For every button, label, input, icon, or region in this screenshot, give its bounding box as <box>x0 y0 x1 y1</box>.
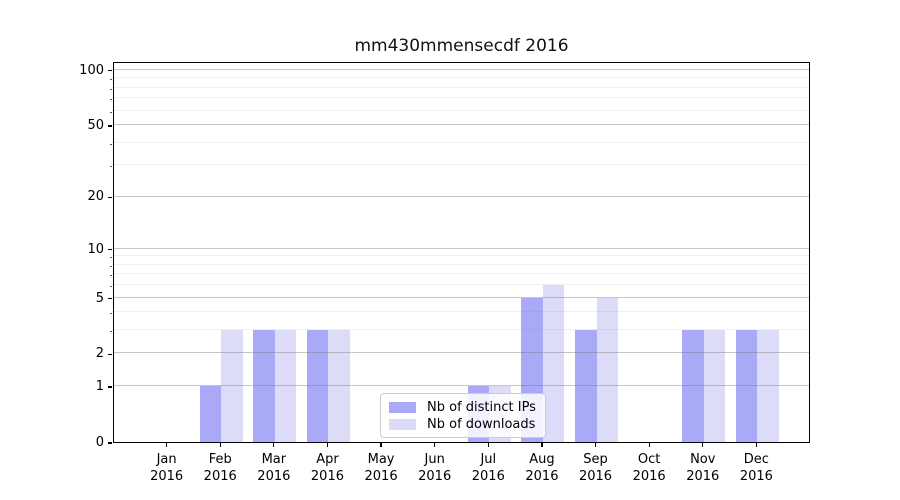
y-axis-minor-tick <box>109 111 112 113</box>
legend-swatch-distinct-ips <box>389 401 416 413</box>
x-axis-tick <box>594 443 597 447</box>
y-axis-tick-label: 2 <box>95 346 104 362</box>
x-axis-tick-label: Jul 2016 <box>471 452 505 484</box>
bar-nb-of-distinct-ips <box>575 330 597 442</box>
y-axis-tick-label: 1 <box>95 379 104 395</box>
y-axis-minor-tick <box>109 275 112 277</box>
x-axis-tick-label: Mar 2016 <box>257 452 291 484</box>
bar-nb-of-distinct-ips <box>253 330 275 442</box>
x-axis-tick <box>219 443 221 447</box>
bar-nb-of-downloads <box>328 330 350 442</box>
x-axis-tick-label: Nov 2016 <box>686 452 720 484</box>
x-axis-tick <box>755 443 758 447</box>
y-axis-minor-tick <box>109 99 112 101</box>
y-axis-minor-tick <box>109 313 112 315</box>
bar-nb-of-downloads <box>703 330 726 442</box>
y-axis-tick-label: 5 <box>95 290 104 306</box>
legend: Nb of distinct IPs Nb of downloads <box>380 393 546 438</box>
x-axis-tick <box>487 443 489 447</box>
legend-item-downloads: Nb of downloads <box>389 416 537 432</box>
y-axis-tick-label: 0 <box>95 435 104 450</box>
x-axis-tick-label: Jun 2016 <box>418 452 452 484</box>
x-axis-tick-label: Sep 2016 <box>578 452 613 484</box>
bar-nb-of-distinct-ips <box>682 330 704 442</box>
y-axis-tick <box>108 442 112 444</box>
x-axis-tick <box>326 443 329 447</box>
bar-nb-of-downloads <box>757 330 779 442</box>
legend-item-distinct-ips: Nb of distinct IPs <box>389 399 537 415</box>
y-axis-tick <box>108 196 112 199</box>
x-axis-tick <box>380 443 382 447</box>
bar-nb-of-downloads <box>542 285 565 442</box>
y-axis-tick-label: 20 <box>87 189 104 205</box>
y-axis-tick <box>108 353 112 356</box>
y-axis-tick-label: 100 <box>79 62 104 78</box>
x-axis-tick-label: Dec 2016 <box>739 452 773 484</box>
x-axis-tick-label: Oct 2016 <box>632 452 666 484</box>
bar-nb-of-downloads <box>221 330 243 442</box>
y-axis-minor-tick <box>109 331 112 333</box>
x-axis-tick <box>434 443 436 447</box>
y-axis-minor-tick <box>109 88 112 90</box>
y-axis-minor-tick <box>109 286 112 288</box>
x-axis-tick-label: May 2016 <box>364 452 398 484</box>
y-axis-minor-tick <box>109 265 112 267</box>
y-axis-minor-tick <box>109 257 112 259</box>
y-axis-minor-tick <box>109 79 112 81</box>
bar-nb-of-distinct-ips <box>199 386 222 442</box>
bars-layer <box>114 63 809 442</box>
y-axis-minor-tick <box>109 143 112 145</box>
x-axis-tick <box>702 443 704 447</box>
chart-title: mm430mmensecdf 2016 <box>354 36 569 56</box>
plot-area: Nb of distinct IPs Nb of downloads <box>113 62 810 443</box>
y-axis-minor-tick <box>109 166 112 168</box>
y-axis-tick <box>108 297 112 300</box>
x-axis-tick <box>648 443 650 447</box>
bar-nb-of-distinct-ips <box>306 330 329 442</box>
legend-label-downloads: Nb of downloads <box>427 416 536 432</box>
x-axis-tick <box>273 443 275 447</box>
bar-nb-of-downloads <box>274 330 297 442</box>
y-axis-tick <box>108 125 112 127</box>
x-axis-tick <box>541 443 543 447</box>
x-axis-tick <box>165 443 168 447</box>
y-axis-tick <box>108 386 112 388</box>
y-axis-tick-label: 50 <box>87 117 104 133</box>
bar-nb-of-downloads <box>596 297 619 442</box>
x-axis-tick-label: Jan 2016 <box>150 452 184 484</box>
legend-swatch-downloads <box>389 418 416 430</box>
x-axis-tick-label: Feb 2016 <box>203 452 237 484</box>
bar-nb-of-distinct-ips <box>735 330 758 442</box>
x-axis-tick-label: Aug 2016 <box>525 452 559 484</box>
legend-label-distinct-ips: Nb of distinct IPs <box>427 399 536 415</box>
y-axis-tick-label: 10 <box>87 241 104 257</box>
y-axis-tick <box>108 70 112 72</box>
y-axis-tick <box>108 248 112 251</box>
x-axis-tick-label: Apr 2016 <box>310 452 344 484</box>
